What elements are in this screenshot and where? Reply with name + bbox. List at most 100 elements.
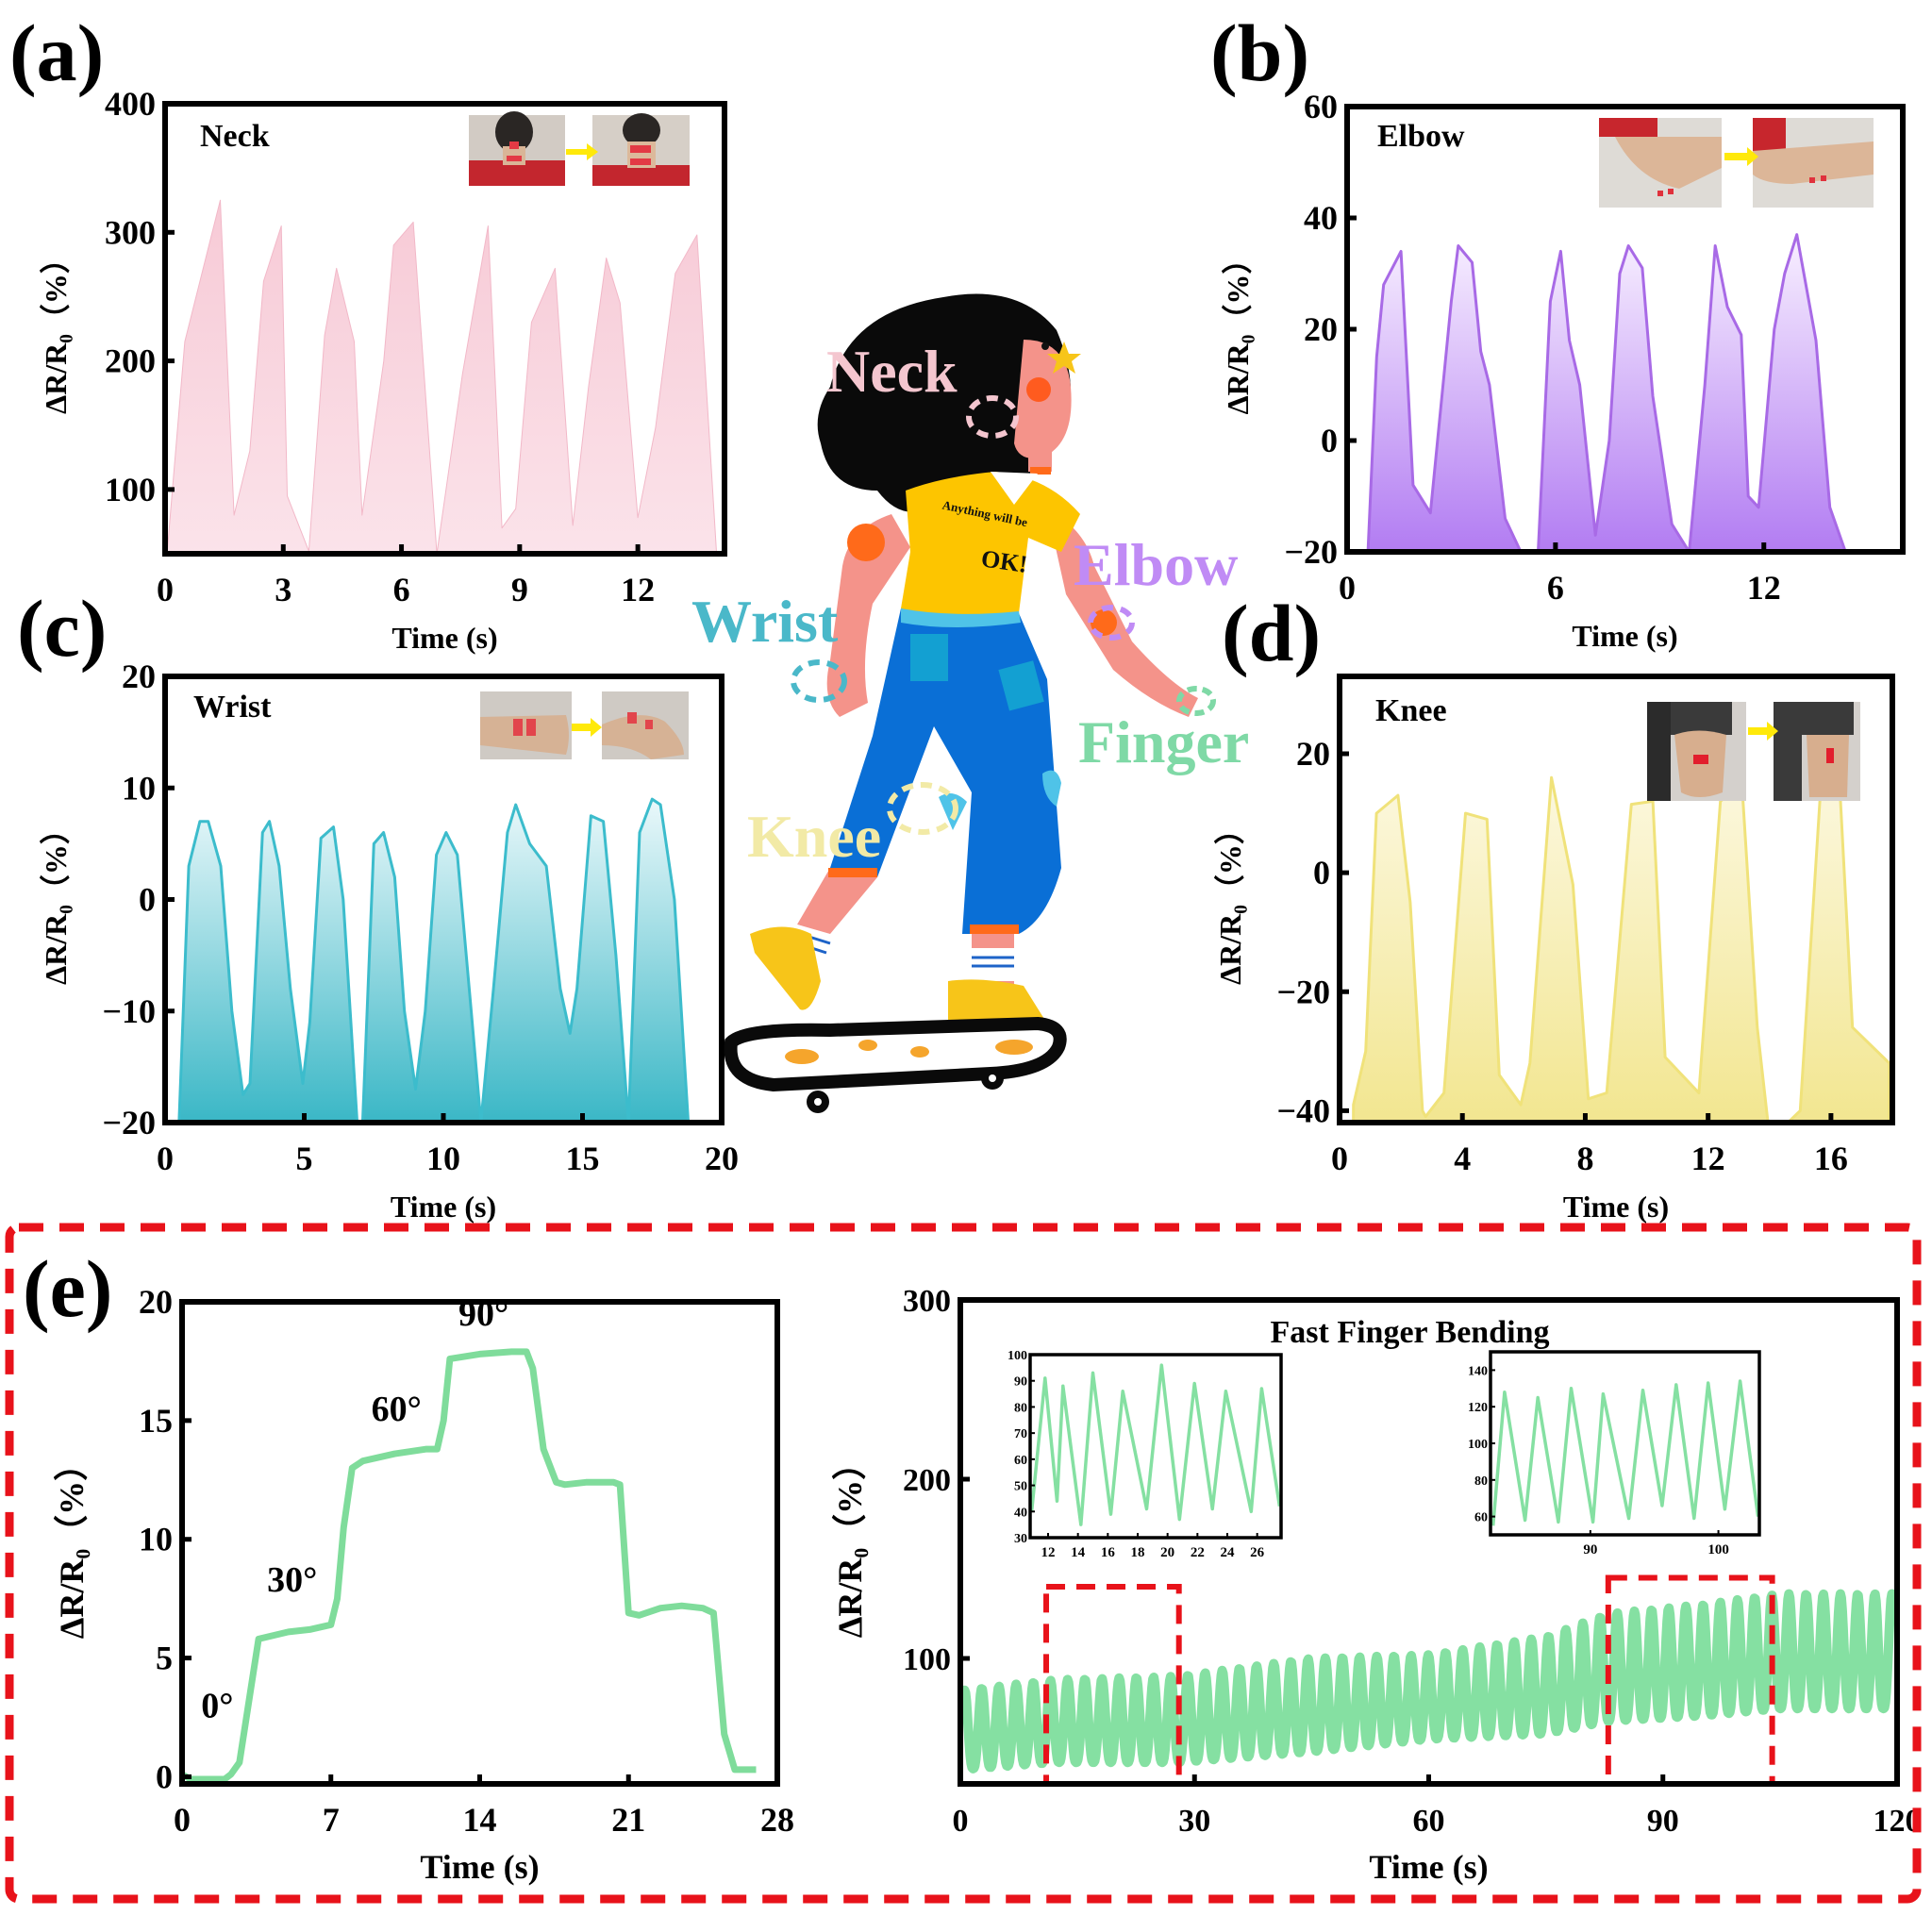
y-tick-label: 100 bbox=[903, 1642, 951, 1677]
chart-fast-finger-bending: Fast Finger Bending 12 14 16 18 20 22 24 26 30 40 5… bbox=[831, 1284, 1922, 1886]
y-tick-label: 20 bbox=[1304, 310, 1338, 348]
x-axis-label: Time (s) bbox=[391, 1190, 496, 1224]
y-tick-label: 20 bbox=[1296, 735, 1330, 773]
inset-x-tick-label: 26 bbox=[1250, 1545, 1265, 1560]
y-tick-label: 15 bbox=[139, 1402, 173, 1440]
elbow-sensor-marker bbox=[1088, 605, 1135, 641]
x-tick-label: 0 bbox=[1339, 569, 1356, 607]
y-tick-label: 300 bbox=[105, 213, 156, 251]
x-axis-label: Time (s) bbox=[1572, 619, 1677, 653]
inset-line-series bbox=[1491, 1379, 1760, 1526]
area-series bbox=[1366, 233, 1861, 554]
x-tick-label: 0 bbox=[157, 1140, 174, 1177]
inset-y-tick-label: 60 bbox=[1474, 1511, 1488, 1525]
x-axis-label: Time (s) bbox=[1563, 1190, 1669, 1224]
chart-title: Elbow bbox=[1377, 119, 1465, 154]
chart-wrist: Wrist 0 5 10 15 20 −20 −10 0 10 20 Time (s) ΔR/R₀（%） bbox=[39, 658, 739, 1224]
x-tick-label: 60 bbox=[1413, 1804, 1445, 1839]
wrist-sensor-marker bbox=[791, 659, 847, 703]
wrist-photo-inset bbox=[480, 691, 689, 759]
line-series bbox=[180, 1348, 757, 1783]
plot-frame bbox=[1337, 674, 1895, 1125]
inset-x-tick-label: 22 bbox=[1191, 1545, 1205, 1560]
knee-sensor-marker bbox=[887, 782, 958, 835]
y-tick-label: 0 bbox=[139, 881, 156, 919]
panel-label-d: (d) bbox=[1222, 588, 1321, 678]
y-tick-label: −20 bbox=[102, 1104, 156, 1141]
inset-y-tick-label: 70 bbox=[1014, 1427, 1027, 1441]
x-tick-label: 28 bbox=[760, 1801, 794, 1839]
illustration-label-knee: Knee bbox=[747, 803, 881, 870]
chart-title: Fast Finger Bending bbox=[1271, 1315, 1550, 1350]
y-tick-label: −20 bbox=[1284, 533, 1338, 571]
chart-title: Knee bbox=[1375, 693, 1447, 728]
area-series bbox=[166, 199, 718, 555]
y-tick-label: −40 bbox=[1276, 1091, 1330, 1129]
y-tick-label: 0 bbox=[1321, 422, 1338, 459]
inset-y-tick-label: 140 bbox=[1468, 1364, 1488, 1378]
highlight-box bbox=[1605, 1574, 1775, 1787]
y-axis-label: ΔR/R₀（%） bbox=[1213, 814, 1247, 985]
x-axis-label: Time (s) bbox=[420, 1848, 539, 1886]
panel-label-c: (c) bbox=[17, 583, 107, 674]
x-tick-label: 6 bbox=[1547, 569, 1564, 607]
x-tick-label: 12 bbox=[621, 571, 655, 608]
x-tick-label: 12 bbox=[1691, 1140, 1725, 1177]
illustration-label-wrist: Wrist bbox=[691, 588, 839, 655]
y-tick-label: 400 bbox=[105, 85, 156, 123]
x-tick-label: 0 bbox=[953, 1804, 969, 1839]
x-tick-label: 21 bbox=[611, 1801, 645, 1839]
y-axis-label: ΔR/R₀（%） bbox=[1221, 244, 1255, 415]
x-tick-label: 4 bbox=[1454, 1140, 1471, 1177]
chart-title: Neck bbox=[200, 119, 270, 154]
x-tick-label: 16 bbox=[1814, 1140, 1848, 1177]
neck-sensor-marker bbox=[966, 395, 1019, 439]
chart-neck: Neck 0 3 6 9 12 100 200 300 400 Time (s) ΔR/R₀（%） bbox=[39, 85, 727, 655]
x-tick-label: 15 bbox=[566, 1140, 600, 1177]
x-tick-label: 6 bbox=[393, 571, 410, 608]
x-tick-label: 30 bbox=[1178, 1804, 1210, 1839]
inset-x-tick-label: 16 bbox=[1101, 1545, 1116, 1560]
inset-y-tick-label: 30 bbox=[1014, 1532, 1027, 1546]
x-tick-label: 8 bbox=[1576, 1140, 1593, 1177]
y-axis-label: ΔR/R₀（%） bbox=[39, 814, 73, 985]
y-tick-label: 300 bbox=[903, 1284, 951, 1319]
angle-annotation: 30° bbox=[267, 1560, 317, 1600]
y-tick-label: 200 bbox=[903, 1463, 951, 1498]
inset-y-tick-label: 90 bbox=[1014, 1375, 1027, 1390]
angle-annotation: 60° bbox=[372, 1390, 422, 1429]
y-tick-label: 60 bbox=[1304, 88, 1338, 125]
inset-x-tick-label: 24 bbox=[1221, 1545, 1236, 1560]
area-series bbox=[1352, 770, 1891, 1124]
y-tick-label: 200 bbox=[105, 342, 156, 380]
y-tick-label: −10 bbox=[102, 992, 156, 1030]
panel-label-b: (b) bbox=[1210, 8, 1309, 98]
x-tick-label: 0 bbox=[157, 571, 174, 608]
inset-chart: 12 14 16 18 20 22 24 26 30 40 50 60 70 80 90 100 bbox=[1008, 1349, 1283, 1560]
panel-label-e: (e) bbox=[23, 1243, 112, 1334]
y-axis-label: ΔR/R₀（%） bbox=[39, 243, 73, 414]
plot-frame bbox=[179, 1299, 780, 1787]
y-tick-label: 100 bbox=[105, 471, 156, 508]
shirt-text-line2: OK! bbox=[979, 544, 1029, 578]
skateboarder-illustration: Anything will be OK! bbox=[691, 293, 1249, 1113]
x-tick-label: 0 bbox=[174, 1801, 191, 1839]
y-tick-label: 0 bbox=[156, 1757, 173, 1795]
x-axis-label: Time (s) bbox=[391, 621, 497, 655]
x-tick-label: 7 bbox=[323, 1801, 340, 1839]
inset-y-tick-label: 60 bbox=[1014, 1454, 1027, 1468]
y-tick-label: 0 bbox=[1313, 854, 1330, 891]
panel-label-a: (a) bbox=[9, 8, 104, 98]
y-axis-label: ΔR/R₀（%） bbox=[53, 1447, 91, 1639]
y-tick-label: 10 bbox=[122, 769, 156, 807]
x-tick-label: 3 bbox=[275, 571, 291, 608]
y-tick-label: 40 bbox=[1304, 199, 1338, 237]
inset-frame bbox=[1028, 1353, 1283, 1540]
inset-chart: 90 100 60 80 100 120 140 bbox=[1468, 1350, 1761, 1557]
inset-y-tick-label: 80 bbox=[1474, 1474, 1488, 1489]
x-tick-label: 10 bbox=[426, 1140, 460, 1177]
neck-photo-inset bbox=[469, 111, 690, 186]
